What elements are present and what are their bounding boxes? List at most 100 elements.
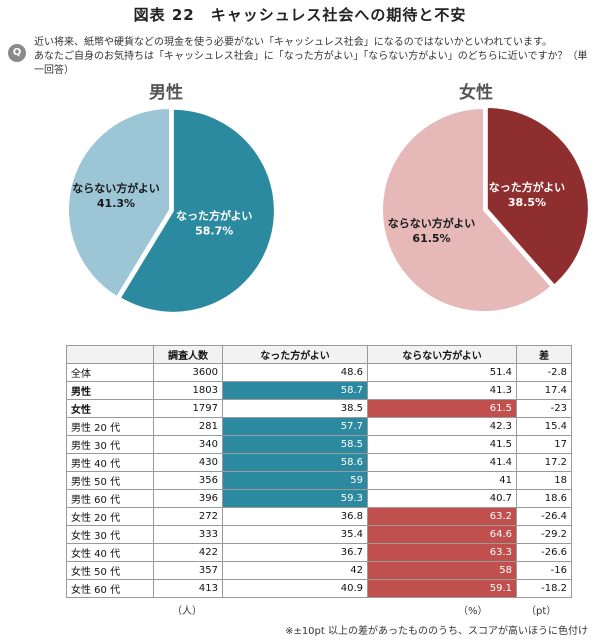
results-table: 調査人数 なった方がよい ならない方がよい 差 全体 3600 48.6 51.4 -2… <box>66 345 572 598</box>
table-cell-diff: -2.8 <box>516 363 572 382</box>
table-cell-yes: 59 <box>222 471 368 490</box>
table-cell-n: 1803 <box>153 381 223 400</box>
table-cell-label: 女性 <box>66 399 154 418</box>
table-cell-n: 357 <box>153 561 223 580</box>
table-cell-yes: 57.7 <box>222 417 368 436</box>
question-line-1: 近い将来、紙幣や硬貨などの現金を使う必要がない「キャッシュレス社会」になるのでは… <box>34 37 552 48</box>
footnote: ※±10pt 以上の差があったもののうち、スコアが高いほうに色付け <box>285 626 588 637</box>
pie-slice-value: 58.7% <box>195 224 233 237</box>
table-body: 全体 3600 48.6 51.4 -2.8 男性 1803 58.7 41.3 17.4 女性 17… <box>66 363 572 598</box>
table-cell-yes: 36.7 <box>222 543 368 562</box>
table-cell-yes: 35.4 <box>222 525 368 544</box>
figure-title: 図表 22 キャッシュレス社会への期待と不安 <box>133 6 467 24</box>
pie-slice-no <box>67 106 171 299</box>
table-row: 女性 40 代 422 36.7 63.3 -26.6 <box>66 543 572 562</box>
table-cell-diff: 15.4 <box>516 417 572 436</box>
table-cell-label: 女性 20 代 <box>66 507 154 526</box>
table-cell-no: 51.4 <box>367 363 517 382</box>
table-cell-label: 女性 50 代 <box>66 561 154 580</box>
table-cell-yes: 59.3 <box>222 489 368 508</box>
table-row: 女性 20 代 272 36.8 63.2 -26.4 <box>66 507 572 526</box>
table-cell-label: 女性 40 代 <box>66 543 154 562</box>
table-row: 全体 3600 48.6 51.4 -2.8 <box>66 363 572 382</box>
unit-people: （人） <box>172 606 202 617</box>
table-row: 女性 50 代 357 42 58 -16 <box>66 561 572 580</box>
unit-points: （pt） <box>526 606 557 617</box>
table-cell-label: 男性 50 代 <box>66 471 154 490</box>
pie-female-title: 女性 <box>459 83 493 103</box>
table-cell-diff: 18 <box>516 471 572 490</box>
table-cell-yes: 58.5 <box>222 435 368 454</box>
table-cell-label: 女性 30 代 <box>66 525 154 544</box>
table-cell-diff: 18.6 <box>516 489 572 508</box>
table-cell-yes: 58.7 <box>222 381 368 400</box>
table-row: 女性 1797 38.5 61.5 -23 <box>66 399 572 418</box>
pie-slice-label: なった方がよい <box>489 180 565 194</box>
table-cell-no: 40.7 <box>367 489 517 508</box>
pie-slice-label: なった方がよい <box>176 208 252 222</box>
table-cell-diff: -26.4 <box>516 507 572 526</box>
table-cell-n: 281 <box>153 417 223 436</box>
table-cell-diff: -18.2 <box>516 579 572 598</box>
table-cell-yes: 38.5 <box>222 399 368 418</box>
table-cell-n: 430 <box>153 453 223 472</box>
table-row: 男性 50 代 356 59 41 18 <box>66 471 572 490</box>
table-cell-label: 男性 <box>66 381 154 400</box>
table-cell-label: 女性 60 代 <box>66 579 154 598</box>
pie-slice-no <box>381 106 553 313</box>
table-cell-no: 41.3 <box>367 381 517 400</box>
table-cell-yes: 58.6 <box>222 453 368 472</box>
header-no: ならない方がよい <box>367 345 517 364</box>
table-cell-n: 422 <box>153 543 223 562</box>
table-row: 男性 30 代 340 58.5 41.5 17 <box>66 435 572 454</box>
table-cell-no: 41.5 <box>367 435 517 454</box>
pie-male-title: 男性 <box>149 83 183 103</box>
pie-slice-yes <box>485 105 590 287</box>
table-cell-no: 63.2 <box>367 507 517 526</box>
table-row: 男性 1803 58.7 41.3 17.4 <box>66 381 572 400</box>
table-cell-label: 全体 <box>66 363 154 382</box>
table-row: 男性 20 代 281 57.7 42.3 15.4 <box>66 417 572 436</box>
table-cell-n: 272 <box>153 507 223 526</box>
table-header-row: 調査人数 なった方がよい ならない方がよい 差 <box>66 345 572 364</box>
table-cell-diff: 17.2 <box>516 453 572 472</box>
table-cell-n: 396 <box>153 489 223 508</box>
table-cell-n: 340 <box>153 435 223 454</box>
unit-percent: （%） <box>458 606 488 617</box>
table-cell-diff: 17 <box>516 435 572 454</box>
table-cell-diff: -23 <box>516 399 572 418</box>
table-cell-no: 63.3 <box>367 543 517 562</box>
table-cell-no: 58 <box>367 561 517 580</box>
question-line-2: あなたご自身のお気持ちは「キャッシュレス社会」に「なった方がよい」「ならない方が… <box>34 51 588 76</box>
pie-slice-yes <box>118 107 276 314</box>
table-cell-no: 64.6 <box>367 525 517 544</box>
table-cell-yes: 36.8 <box>222 507 368 526</box>
question-badge: Q <box>8 44 26 62</box>
table-cell-diff: -16 <box>516 561 572 580</box>
table-cell-n: 333 <box>153 525 223 544</box>
pie-slice-value: 41.3% <box>97 197 135 210</box>
pie-slice-label: ならない方がよい <box>72 181 159 195</box>
pie-slice-value: 38.5% <box>508 196 546 209</box>
table-cell-no: 61.5 <box>367 399 517 418</box>
table-row: 女性 30 代 333 35.4 64.6 -29.2 <box>66 525 572 544</box>
table-cell-no: 41.4 <box>367 453 517 472</box>
header-yes: なった方がよい <box>222 345 368 364</box>
table-cell-diff: -29.2 <box>516 525 572 544</box>
table-cell-yes: 40.9 <box>222 579 368 598</box>
header-diff: 差 <box>516 345 572 364</box>
table-cell-n: 3600 <box>153 363 223 382</box>
table-cell-label: 男性 40 代 <box>66 453 154 472</box>
header-label <box>66 345 154 364</box>
table-cell-yes: 48.6 <box>222 363 368 382</box>
table-cell-label: 男性 60 代 <box>66 489 154 508</box>
table-cell-n: 413 <box>153 579 223 598</box>
table-cell-diff: -26.6 <box>516 543 572 562</box>
table-cell-label: 男性 30 代 <box>66 435 154 454</box>
table-row: 女性 60 代 413 40.9 59.1 -18.2 <box>66 579 572 598</box>
table-cell-no: 59.1 <box>367 579 517 598</box>
question-text: 近い将来、紙幣や硬貨などの現金を使う必要がない「キャッシュレス社会」になるのでは… <box>34 36 594 78</box>
table-cell-n: 1797 <box>153 399 223 418</box>
table-cell-no: 42.3 <box>367 417 517 436</box>
table-cell-yes: 42 <box>222 561 368 580</box>
